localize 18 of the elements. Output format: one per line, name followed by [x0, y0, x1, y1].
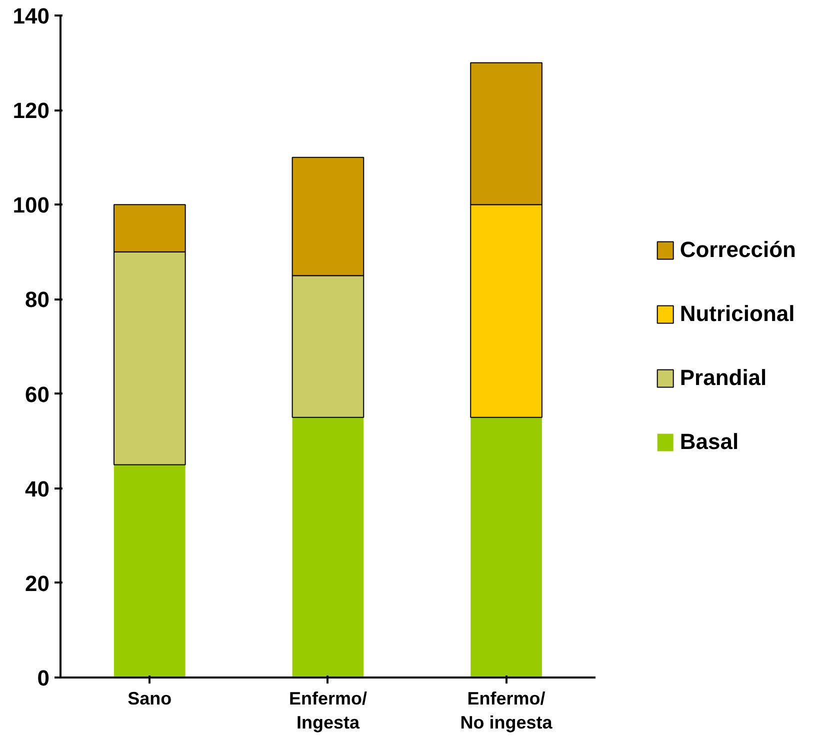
y-tick-label: 40 — [25, 476, 50, 502]
legend-label: Basal — [680, 429, 739, 455]
y-tick-label: 80 — [25, 287, 50, 312]
x-tick-label: Enfermo/ Ingesta — [288, 688, 367, 732]
y-tick-label: 100 — [12, 192, 50, 218]
legend-label: Corrección — [680, 237, 796, 263]
bar — [292, 417, 364, 678]
legend-label: Prandial — [680, 365, 767, 391]
y-tick-label: 20 — [25, 570, 50, 596]
legend-label: Nutricional — [680, 301, 795, 327]
y-tick-label: 60 — [25, 382, 50, 407]
y-tick-label: 0 — [37, 666, 50, 690]
bar — [114, 464, 186, 678]
x-tick-label: Enfermo/ No ingesta — [460, 688, 554, 732]
y-tick-label: 140 — [12, 4, 50, 28]
y-tick-label: 120 — [12, 98, 50, 124]
bar — [470, 417, 542, 678]
x-tick-label: Sano — [128, 688, 172, 708]
